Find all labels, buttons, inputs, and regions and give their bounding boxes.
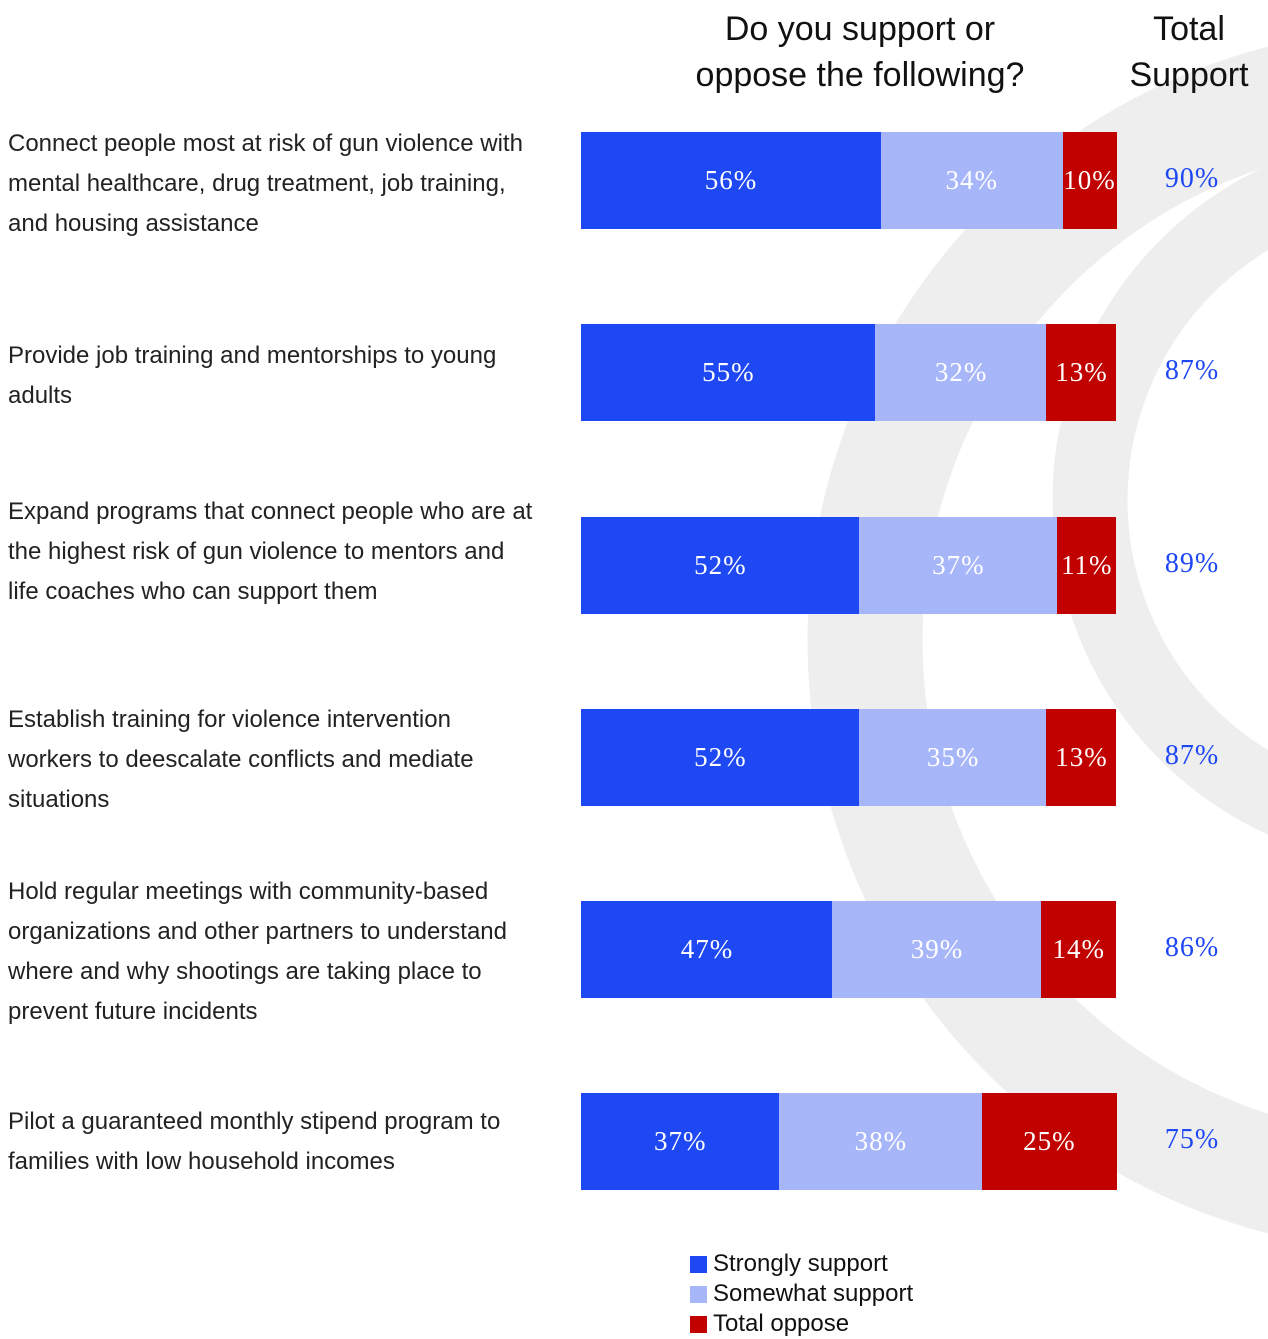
legend-swatch xyxy=(690,1315,707,1333)
legend-label: Total oppose xyxy=(713,1310,850,1337)
bar-segment-somewhat-support: 38% xyxy=(778,1093,983,1190)
stacked-bar: 52% 35% 13% xyxy=(581,709,1117,806)
bar-segment-total-oppose: 11% xyxy=(1057,517,1117,614)
legend-label: Strongly support xyxy=(713,1250,888,1277)
background-ring-outer xyxy=(807,46,1268,1234)
category-label: Pilot a guaranteed monthly stipend progr… xyxy=(8,1108,501,1175)
legend-swatch xyxy=(690,1255,707,1273)
stacked-bar: 56% 34% 10% xyxy=(581,132,1117,229)
stacked-bar: 55% 32% 13% xyxy=(581,324,1117,421)
legend-label: Somewhat support xyxy=(713,1280,914,1307)
bar-segment-strongly-support: 37% xyxy=(581,1093,780,1190)
total-support-label: 75% xyxy=(1164,1123,1220,1155)
bar-segment-total-oppose: 13% xyxy=(1046,709,1117,806)
bar-segment-total-oppose: 13% xyxy=(1046,324,1117,421)
bar-segment-somewhat-support: 32% xyxy=(875,324,1047,421)
total-support-header: Total Support xyxy=(1129,10,1249,94)
bar-segment-total-oppose: 10% xyxy=(1062,132,1117,229)
legend: Strongly support Somewhat support Total op… xyxy=(690,1249,913,1339)
stacked-bar: 47% 39% 14% xyxy=(581,901,1117,998)
total-support-label: 86% xyxy=(1164,931,1220,963)
category-label: Hold regular meetings with community-bas… xyxy=(8,878,507,1025)
bar-segment-somewhat-support: 34% xyxy=(880,132,1063,229)
bar-segment-total-oppose: 25% xyxy=(982,1093,1117,1190)
legend-swatch xyxy=(690,1285,707,1303)
total-support-label: 89% xyxy=(1164,547,1220,579)
legend-item-total-oppose: Total oppose xyxy=(690,1309,913,1339)
category-label: Connect people most at risk of gun viole… xyxy=(8,130,523,237)
bar-segment-strongly-support: 47% xyxy=(581,901,833,998)
total-support-label: 87% xyxy=(1164,739,1220,771)
stacked-bar: 52% 37% 11% xyxy=(581,517,1117,614)
total-support-label: 87% xyxy=(1164,354,1220,386)
bar-segment-somewhat-support: 35% xyxy=(859,709,1047,806)
bar-segment-strongly-support: 55% xyxy=(581,324,876,421)
bar-segment-strongly-support: 52% xyxy=(581,517,860,614)
legend-item-somewhat-support: Somewhat support xyxy=(690,1279,913,1309)
total-support-label: 90% xyxy=(1164,162,1220,194)
bar-segment-strongly-support: 56% xyxy=(581,132,882,229)
category-label: Establish training for violence interven… xyxy=(8,706,474,813)
bar-segment-strongly-support: 52% xyxy=(581,709,860,806)
background-ring-inner xyxy=(1052,165,1268,835)
bar-segment-total-oppose: 14% xyxy=(1041,901,1117,998)
category-label: Provide job training and mentorships to … xyxy=(8,342,497,409)
legend-item-strongly-support: Strongly support xyxy=(690,1249,913,1279)
category-label: Expand programs that connect people who … xyxy=(8,498,533,605)
stacked-bar: 37% 38% 25% xyxy=(581,1093,1117,1190)
bar-segment-somewhat-support: 37% xyxy=(859,517,1058,614)
chart-title: Do you support or oppose the following? xyxy=(695,10,1025,94)
bar-segment-somewhat-support: 39% xyxy=(832,901,1042,998)
